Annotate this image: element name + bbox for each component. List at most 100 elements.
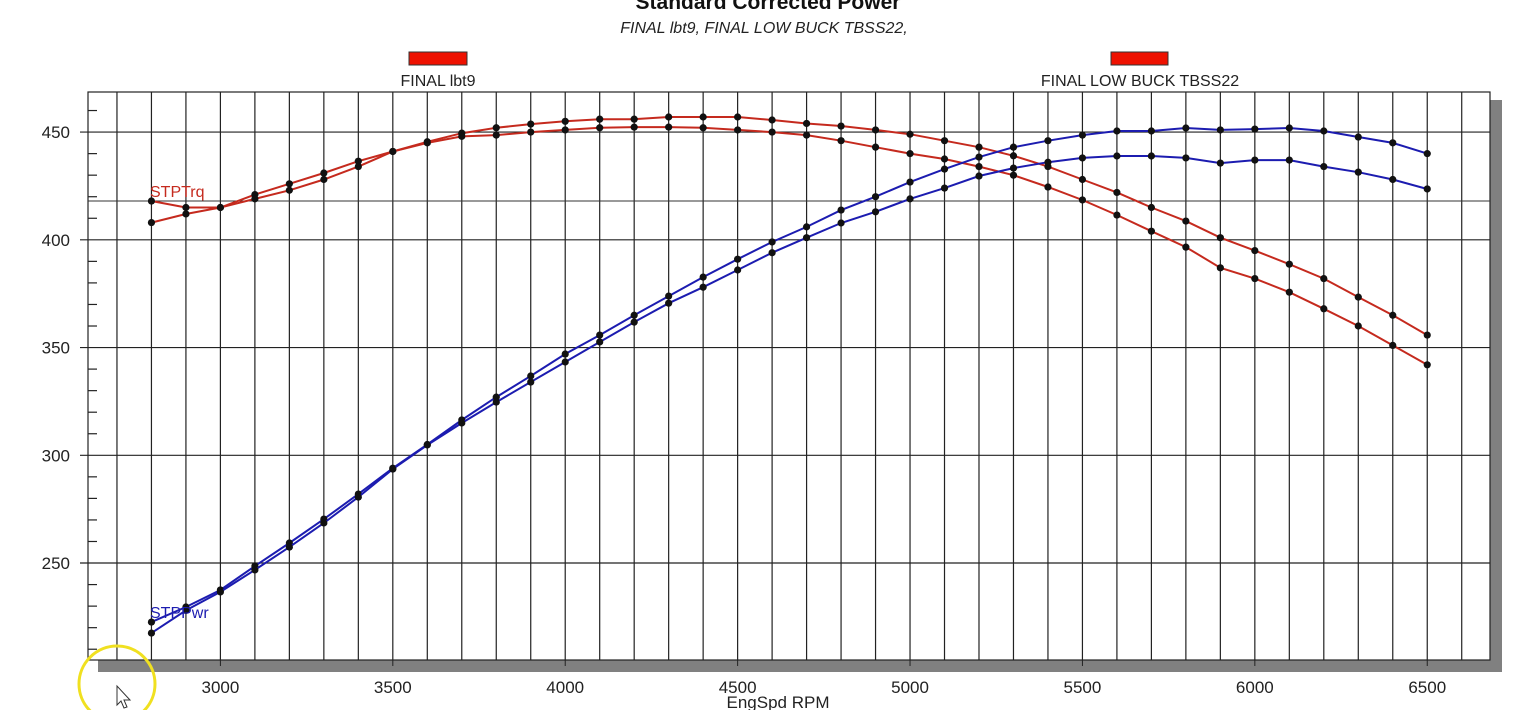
power-point (1320, 127, 1328, 135)
power-point (871, 208, 880, 216)
torque-point (182, 203, 190, 212)
power-point (975, 172, 983, 180)
power-point (1113, 127, 1121, 135)
torque-point (768, 116, 776, 124)
power-point (802, 234, 811, 242)
torque-point (285, 180, 293, 188)
torque-point (802, 119, 811, 128)
x-tick-label: 3500 (374, 678, 412, 697)
torque-point (1182, 217, 1190, 225)
torque-point (561, 117, 569, 125)
torque-point (354, 157, 362, 165)
torque-point (975, 162, 983, 171)
power-point (251, 566, 259, 574)
torque-point (320, 169, 328, 177)
torque-point (1423, 361, 1431, 369)
torque-point (147, 197, 156, 205)
torque-point (458, 132, 466, 140)
power-point (1423, 185, 1431, 193)
power-point (1078, 154, 1087, 162)
y-tick-label: 250 (42, 554, 70, 573)
power-point (596, 331, 604, 339)
axis-ticks: 250 300 350 400 450 3000 3500 4000 4500 5000 5500 6… (42, 123, 1447, 697)
y-tick-label: 450 (42, 123, 70, 142)
power-point (1147, 127, 1155, 135)
legend-label-2: FINAL LOW BUCK TBSS22 (1041, 73, 1239, 90)
torque-point (1113, 211, 1121, 219)
power-line-3 (150, 126, 1428, 624)
x-axis-label: EngSpd RPM (727, 693, 830, 710)
x-tick-label: 6500 (1408, 678, 1446, 697)
power-curve-label: STPPwr (150, 605, 209, 622)
y-tick-label: 400 (42, 231, 70, 250)
y-tick-label: 300 (42, 446, 70, 465)
power-point (1113, 152, 1121, 160)
power-point (320, 519, 328, 527)
torque-point (1216, 264, 1224, 272)
power-point (527, 372, 535, 380)
power-point (458, 419, 466, 427)
torque-point (1354, 293, 1362, 301)
power-point (492, 398, 500, 406)
power-point (1285, 156, 1293, 164)
torque-line-1 (151, 116, 1428, 336)
torque-point (320, 175, 328, 184)
series-group (147, 113, 1431, 637)
torque-point (1009, 152, 1018, 160)
power-point (1320, 162, 1328, 171)
torque-curve-label: STPTrq (150, 184, 205, 201)
torque-line-2 (151, 126, 1428, 366)
power-point (1147, 152, 1155, 160)
power-point (1285, 124, 1293, 132)
power-point (1009, 164, 1018, 172)
power-point (630, 318, 638, 326)
cursor-highlight-ring (77, 644, 157, 710)
mouse-pointer-icon (116, 684, 132, 709)
torque-point (1423, 331, 1431, 339)
torque-point (699, 113, 707, 121)
torque-point (389, 147, 397, 156)
torque-point (182, 210, 190, 218)
legend-swatch-1 (408, 51, 468, 66)
power-point (940, 165, 949, 173)
power-point (1354, 133, 1362, 141)
power-point (802, 223, 811, 231)
torque-point (734, 113, 742, 121)
power-point (768, 238, 776, 246)
torque-point (1078, 175, 1087, 184)
power-point (492, 393, 500, 401)
chart-title: Standard Corrected Power (636, 0, 901, 14)
torque-point (1147, 227, 1155, 235)
x-tick-label: 6000 (1236, 678, 1274, 697)
power-point (1182, 124, 1190, 132)
power-point (699, 273, 707, 281)
torque-point (837, 122, 845, 130)
torque-point (630, 115, 638, 123)
torque-point (492, 124, 500, 132)
power-point (1182, 154, 1190, 162)
torque-point (940, 137, 949, 145)
power-point (1009, 143, 1018, 151)
power-point (906, 178, 914, 186)
power-point (147, 618, 156, 626)
torque-point (699, 124, 707, 132)
torque-point (596, 124, 604, 132)
torque-point (906, 130, 914, 138)
torque-point (1251, 246, 1259, 255)
power-point (561, 358, 569, 366)
y-tick-label: 350 (42, 339, 70, 358)
torque-point (1182, 243, 1190, 251)
power-point (561, 350, 569, 358)
torque-point (906, 150, 914, 158)
power-point (871, 193, 880, 201)
legend-swatch-2 (1110, 51, 1169, 66)
power-point (1044, 137, 1052, 145)
power-point (1251, 156, 1259, 164)
torque-point (1389, 341, 1397, 350)
torque-point (285, 186, 293, 194)
power-point (1389, 139, 1397, 147)
plot-shadow-right (1490, 100, 1502, 672)
plot-area (87, 91, 1491, 661)
mouse-cursor-highlight (77, 644, 157, 710)
